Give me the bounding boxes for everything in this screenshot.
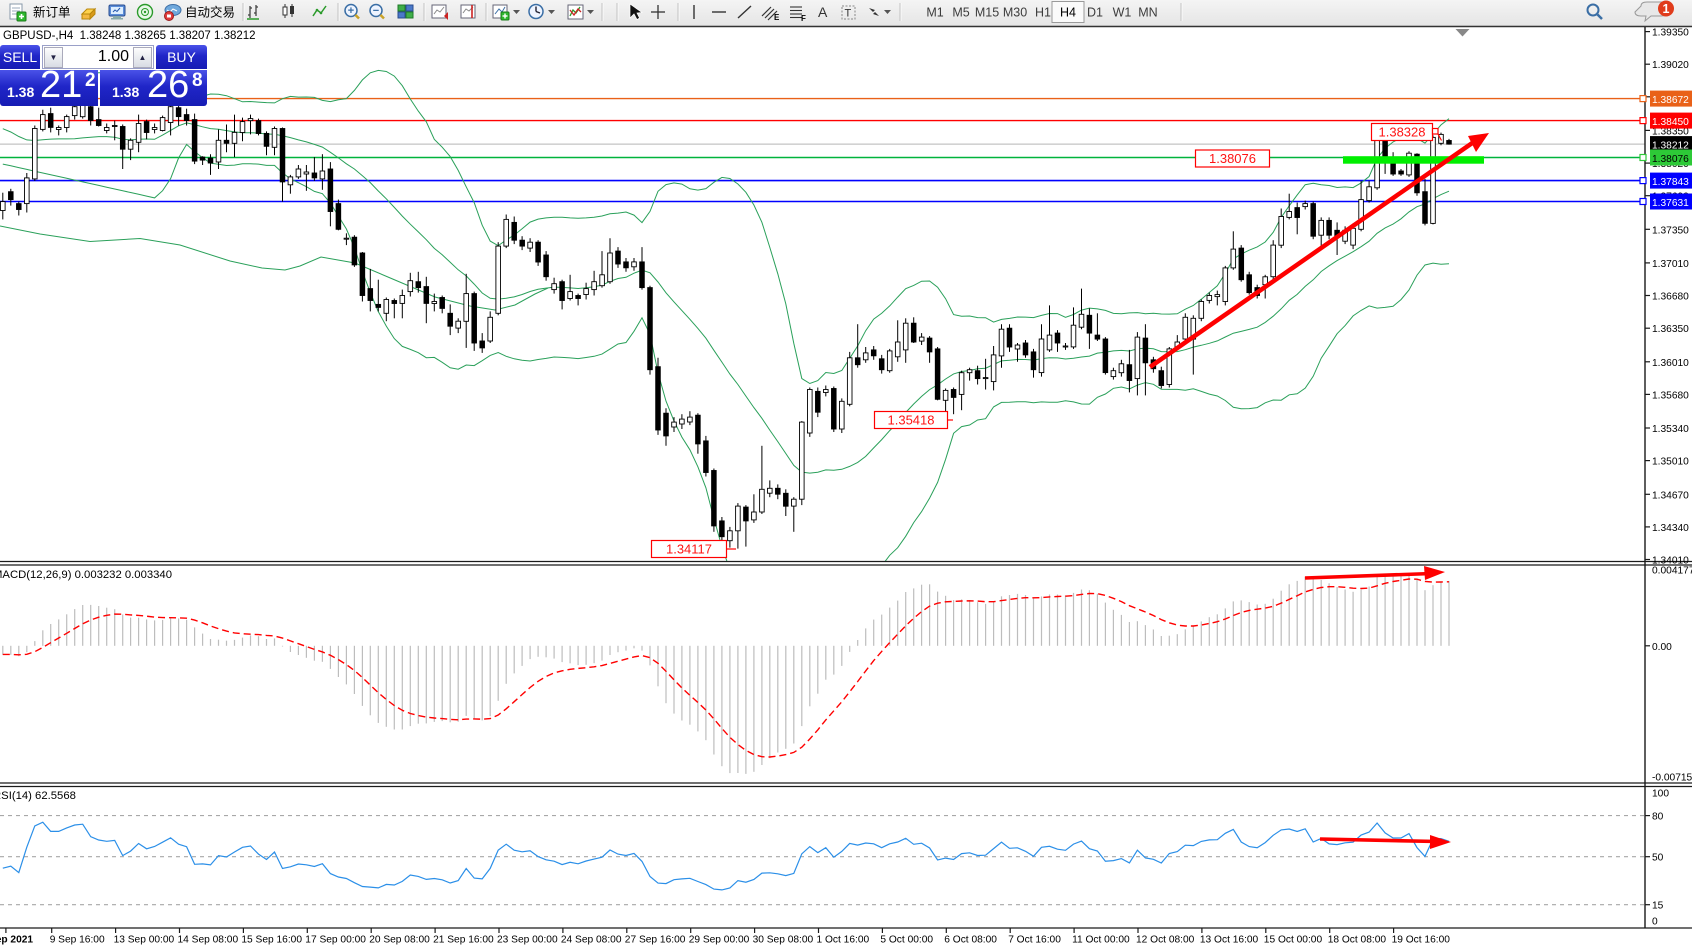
svg-text:A: A: [818, 4, 828, 20]
svg-text:-0.007153: -0.007153: [1652, 772, 1692, 783]
svg-text:8 Sep 2021: 8 Sep 2021: [0, 935, 33, 946]
svg-text:W1: W1: [1113, 6, 1132, 20]
svg-text:1: 1: [1663, 2, 1670, 16]
svg-text:RSI(14) 62.5568: RSI(14) 62.5568: [0, 790, 76, 802]
svg-text:14 Sep 08:00: 14 Sep 08:00: [178, 935, 239, 946]
svg-text:1.38450: 1.38450: [1652, 117, 1689, 128]
svg-text:100: 100: [1652, 789, 1669, 800]
svg-text:自动交易: 自动交易: [185, 5, 235, 20]
svg-text:M1: M1: [926, 6, 943, 20]
svg-text:1.38328: 1.38328: [1379, 125, 1426, 140]
svg-text:1.34670: 1.34670: [1652, 490, 1689, 501]
svg-text:M5: M5: [952, 6, 969, 20]
svg-text:1.35010: 1.35010: [1652, 457, 1689, 468]
svg-text:1.37843: 1.37843: [1652, 177, 1689, 188]
svg-text:1.38212: 1.38212: [1652, 141, 1689, 152]
svg-text:1.34117: 1.34117: [666, 542, 712, 557]
svg-text:27 Sep 16:00: 27 Sep 16:00: [625, 935, 686, 946]
svg-text:7 Oct 16:00: 7 Oct 16:00: [1008, 935, 1061, 946]
svg-text:1.39350: 1.39350: [1652, 28, 1689, 39]
svg-text:1.36350: 1.36350: [1652, 324, 1689, 335]
svg-text:5 Oct 00:00: 5 Oct 00:00: [880, 935, 933, 946]
svg-text:1.35680: 1.35680: [1652, 390, 1689, 401]
svg-text:1.34010: 1.34010: [1652, 556, 1689, 567]
svg-text:1.37631: 1.37631: [1652, 198, 1689, 209]
svg-text:0.00: 0.00: [1652, 642, 1672, 653]
svg-text:24 Sep 08:00: 24 Sep 08:00: [561, 935, 622, 946]
svg-text:M30: M30: [1003, 6, 1027, 20]
svg-text:1 Oct 16:00: 1 Oct 16:00: [817, 935, 870, 946]
svg-text:1.37010: 1.37010: [1652, 259, 1689, 270]
svg-text:11 Oct 00:00: 11 Oct 00:00: [1072, 935, 1130, 946]
svg-text:E: E: [774, 13, 780, 22]
svg-text:19 Oct 16:00: 19 Oct 16:00: [1392, 935, 1451, 946]
svg-text:D1: D1: [1087, 6, 1103, 20]
svg-text:13 Sep 00:00: 13 Sep 00:00: [114, 935, 175, 946]
svg-text:H1: H1: [1035, 6, 1051, 20]
svg-text:1.38350: 1.38350: [1652, 126, 1689, 137]
svg-text:0: 0: [1652, 916, 1658, 927]
svg-text:80: 80: [1652, 812, 1664, 823]
svg-text:1.38076: 1.38076: [1209, 151, 1256, 166]
svg-text:20 Sep 08:00: 20 Sep 08:00: [369, 935, 430, 946]
svg-text:1.36010: 1.36010: [1652, 358, 1689, 369]
svg-text:1.38076: 1.38076: [1652, 154, 1689, 165]
svg-text:13 Oct 16:00: 13 Oct 16:00: [1200, 935, 1259, 946]
svg-text:15 Oct 00:00: 15 Oct 00:00: [1264, 935, 1323, 946]
svg-text:F: F: [801, 14, 806, 23]
svg-text:+: +: [348, 5, 354, 17]
svg-text:6 Oct 08:00: 6 Oct 08:00: [944, 935, 997, 946]
svg-text:1.35418: 1.35418: [888, 413, 935, 428]
svg-text:30 Sep 08:00: 30 Sep 08:00: [753, 935, 814, 946]
svg-text:1.35340: 1.35340: [1652, 424, 1689, 435]
svg-text:12 Oct 08:00: 12 Oct 08:00: [1136, 935, 1195, 946]
svg-text:29 Sep 00:00: 29 Sep 00:00: [689, 935, 750, 946]
svg-text:H4: H4: [1060, 6, 1076, 20]
svg-text:23 Sep 00:00: 23 Sep 00:00: [497, 935, 558, 946]
svg-text:1.36680: 1.36680: [1652, 292, 1689, 303]
svg-text:MN: MN: [1138, 6, 1157, 20]
svg-text:1.38672: 1.38672: [1652, 95, 1689, 106]
svg-text:新订单: 新订单: [33, 5, 71, 20]
svg-text:21 Sep 16:00: 21 Sep 16:00: [433, 935, 494, 946]
svg-text:9 Sep 16:00: 9 Sep 16:00: [50, 935, 105, 946]
svg-text:1.34340: 1.34340: [1652, 523, 1689, 534]
svg-text:0.004177: 0.004177: [1652, 566, 1692, 577]
svg-text:17 Sep 00:00: 17 Sep 00:00: [305, 935, 366, 946]
svg-text:50: 50: [1652, 853, 1664, 864]
svg-text:15: 15: [1652, 901, 1664, 912]
svg-text:−: −: [373, 5, 379, 17]
svg-text:T: T: [845, 8, 852, 20]
svg-text:15 Sep 16:00: 15 Sep 16:00: [241, 935, 302, 946]
svg-text:18 Oct 08:00: 18 Oct 08:00: [1328, 935, 1387, 946]
svg-text:1.39020: 1.39020: [1652, 60, 1689, 71]
svg-text:1.37350: 1.37350: [1652, 225, 1689, 236]
svg-text:M15: M15: [975, 6, 999, 20]
svg-text:MACD(12,26,9) 0.003232 0.00334: MACD(12,26,9) 0.003232 0.003340: [0, 569, 172, 581]
